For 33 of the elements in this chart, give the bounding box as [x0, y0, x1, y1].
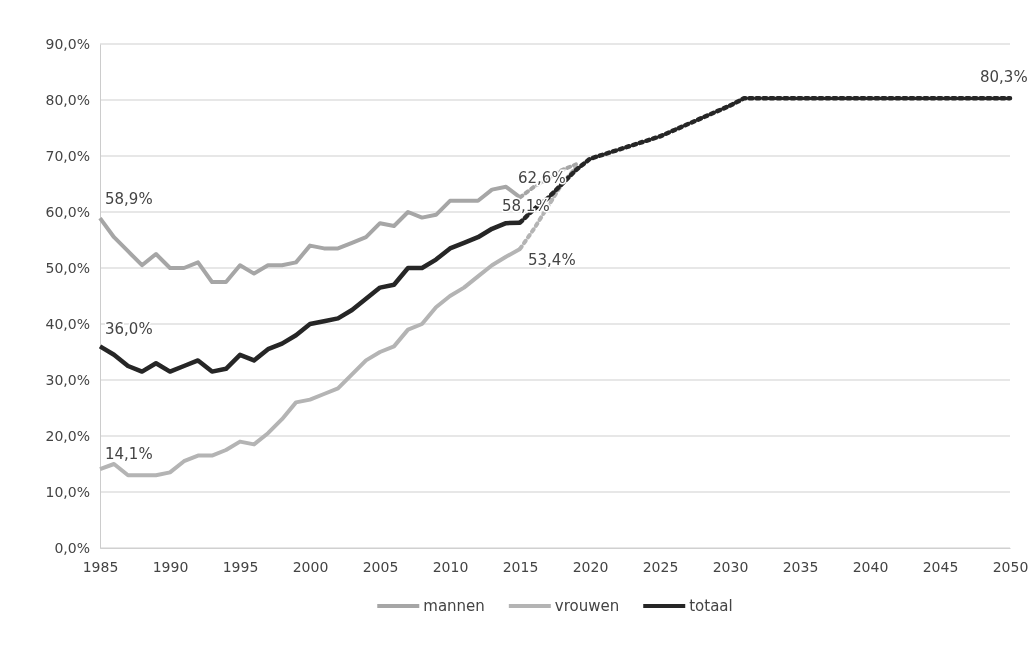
y-tick-label: 20,0% — [45, 427, 90, 444]
x-tick-label: 2050 — [992, 558, 1029, 575]
x-tick-label: 1990 — [152, 558, 189, 575]
x-tick-label: 2025 — [642, 558, 679, 575]
legend-label: vrouwen — [554, 597, 620, 615]
x-tick-label: 1995 — [222, 558, 259, 575]
annotation: 53,4% — [528, 250, 576, 269]
y-tick-label: 10,0% — [45, 483, 90, 500]
y-tick-label: 40,0% — [45, 315, 90, 332]
annotation: 62,6% — [518, 169, 566, 188]
y-tick-label: 70,0% — [45, 147, 90, 164]
x-tick-label: 2035 — [782, 558, 819, 575]
x-tick-label: 2045 — [922, 558, 959, 575]
x-tick-label: 2030 — [712, 558, 749, 575]
y-tick-label: 80,0% — [45, 91, 90, 108]
y-tick-label: 90,0% — [45, 35, 90, 52]
annotation: 80,3% — [980, 68, 1028, 87]
legend-label: mannen — [423, 597, 485, 615]
y-tick-label: 60,0% — [45, 203, 90, 220]
x-tick-label: 2000 — [292, 558, 329, 575]
x-tick-label: 2015 — [502, 558, 539, 575]
x-tick-label: 1985 — [82, 558, 119, 575]
x-tick-label: 2005 — [362, 558, 399, 575]
y-tick-label: 0,0% — [54, 539, 90, 556]
x-tick-label: 2040 — [852, 558, 889, 575]
annotation: 36,0% — [105, 320, 153, 339]
x-tick-label: 2010 — [432, 558, 469, 575]
annotation: 14,1% — [105, 445, 153, 464]
y-tick-label: 30,0% — [45, 371, 90, 388]
legend-label: totaal — [689, 597, 733, 615]
annotation: 58,9% — [105, 190, 153, 209]
y-tick-label: 50,0% — [45, 259, 90, 276]
x-tick-label: 2020 — [572, 558, 609, 575]
